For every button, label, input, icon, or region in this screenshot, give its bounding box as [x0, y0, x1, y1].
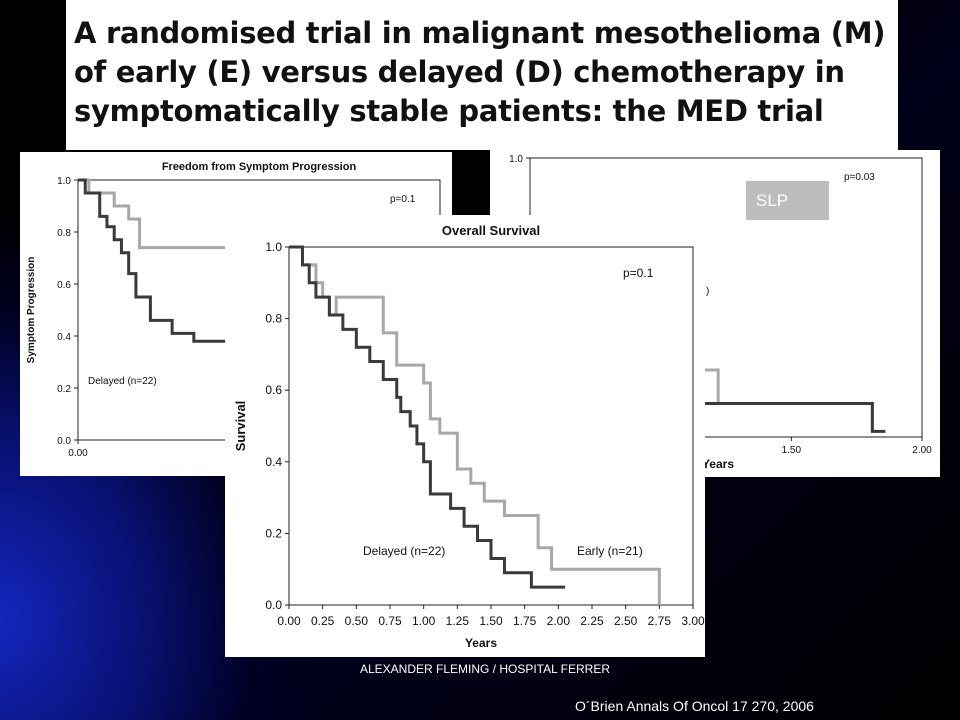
p-value-label: p=0.1	[623, 266, 654, 280]
citation: O´Brien Annals Of Oncol 17 270, 2006	[575, 698, 814, 714]
y-tick-label: 0.4	[57, 332, 71, 343]
delayed-survival-curve	[561, 402, 886, 433]
x-tick-label: 1.50	[782, 445, 802, 456]
y-tick-label: 1.0	[57, 176, 71, 187]
truncated-label-fragment: )	[706, 286, 709, 297]
x-tick-label: 1.00	[412, 614, 436, 628]
chart-panel-overall-survival: Overall Survival 0.0 0.2 0.4 0.6 0.8 1.0 0.00 0.…	[225, 215, 705, 657]
x-axis-label: Years	[465, 636, 497, 650]
delayed-group-label: Delayed (n=22)	[88, 376, 157, 387]
slide-title: A randomised trial in malignant mesothel…	[74, 16, 886, 128]
x-tick-label: 0.25	[311, 614, 335, 628]
x-tick-label: 2.00	[912, 445, 932, 456]
delayed-survival-curve	[289, 245, 566, 589]
delayed-group-label: Delayed (n=22)	[363, 544, 445, 558]
y-tick-label: 0.2	[265, 526, 282, 540]
x-tick-label: 2.25	[580, 614, 604, 628]
x-tick-label: 3.00	[681, 614, 705, 628]
overall-survival-chart: Overall Survival 0.0 0.2 0.4 0.6 0.8 1.0 0.00 0.…	[233, 223, 705, 650]
x-tick-label: 0.00	[277, 614, 301, 628]
y-tick-label: 0.6	[57, 280, 71, 291]
x-axis-label: Years	[702, 457, 734, 471]
y-tick-label: 1.0	[509, 154, 523, 165]
y-tick-label: 1.0	[265, 240, 282, 254]
x-tick-label: 2.00	[547, 614, 571, 628]
title-box	[66, 0, 898, 150]
y-axis-label: Survival	[233, 401, 248, 452]
y-tick-label: 0.6	[265, 383, 282, 397]
x-tick-label: 0.50	[345, 614, 369, 628]
p-value-label: p=0.03	[844, 172, 875, 183]
x-tick-label: 2.75	[648, 614, 672, 628]
y-tick-label: 0.8	[265, 312, 282, 326]
y-tick-label: 0.8	[57, 228, 71, 239]
y-tick-label: 0.4	[265, 455, 282, 469]
y-tick-label: 0.0	[265, 598, 282, 612]
chart-title: Overall Survival	[442, 223, 540, 238]
institution-footer: ALEXANDER FLEMING / HOSPITAL FERRER	[359, 662, 611, 676]
early-group-label: Early (n=21)	[577, 544, 643, 558]
x-tick-label: 0.75	[378, 614, 402, 628]
x-tick-label: 0.00	[68, 448, 88, 459]
y-tick-label: 0.0	[57, 436, 71, 447]
x-tick-label: 1.25	[446, 614, 470, 628]
x-tick-label: 1.75	[513, 614, 537, 628]
y-tick-label: 0.2	[57, 384, 71, 395]
chart-title: Freedom from Symptom Progression	[162, 161, 357, 173]
slp-badge: SLP	[746, 181, 829, 220]
x-tick-label: 2.50	[614, 614, 638, 628]
p-value-label: p=0.1	[390, 194, 416, 205]
x-tick-label: 1.50	[479, 614, 503, 628]
y-axis-label: Symptom Progression	[26, 257, 37, 364]
